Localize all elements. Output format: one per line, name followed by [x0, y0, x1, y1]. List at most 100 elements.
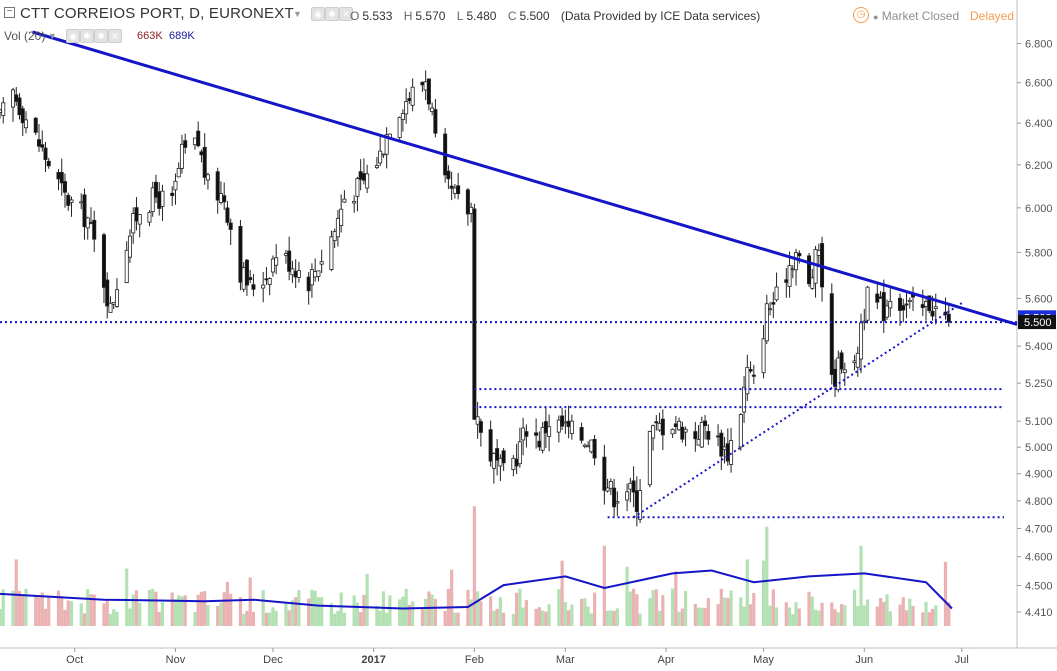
candle-body-down — [33, 117, 38, 133]
candle-body-up — [605, 487, 610, 492]
candle-body-down — [153, 181, 158, 198]
volume-bar — [398, 599, 402, 626]
candle — [654, 415, 659, 431]
eye-icon[interactable]: ◉ — [311, 7, 325, 21]
volume-bar — [92, 594, 96, 626]
candle — [579, 422, 584, 444]
volume-bar — [787, 607, 792, 626]
volume-bar — [112, 609, 116, 626]
candle — [748, 361, 753, 374]
volume-bar — [560, 560, 564, 626]
candle — [475, 401, 480, 439]
gear-icon[interactable]: ✱ — [325, 7, 339, 21]
volume-bar — [615, 608, 619, 626]
candle — [400, 109, 405, 132]
volume-bar — [589, 613, 593, 626]
candle-body-down — [46, 160, 51, 167]
price-labels: 5.5205.500 — [1018, 310, 1056, 330]
candle-body-down — [215, 171, 220, 201]
volume-bar — [375, 605, 379, 626]
volume-bar — [813, 609, 818, 626]
volume-bar — [927, 612, 931, 626]
chevron-down-icon[interactable]: ▼ — [48, 31, 57, 41]
candle-body-up — [670, 429, 675, 435]
volume-bar — [430, 594, 434, 626]
candle-body-up — [381, 153, 386, 156]
close-icon[interactable]: ✕ — [108, 29, 122, 43]
candle — [501, 448, 506, 471]
volume-bar — [180, 596, 184, 626]
candle-body-down — [566, 420, 571, 427]
volume-bar — [242, 613, 246, 626]
candle-body-up — [475, 416, 480, 425]
candle-body-down — [560, 415, 565, 427]
candle — [238, 220, 243, 291]
volume-bar — [580, 598, 584, 626]
candle — [699, 416, 704, 449]
delayed-badge[interactable]: Delayed — [970, 9, 1015, 23]
volume-bar — [60, 596, 64, 626]
collapse-icon[interactable]: − — [4, 7, 15, 18]
volume-bar — [696, 607, 701, 626]
volume-bar — [541, 610, 545, 626]
close-icon[interactable]: ✕ — [339, 7, 353, 21]
volume-bar — [628, 591, 632, 626]
volume-bar — [606, 610, 610, 626]
volume-bar — [843, 605, 847, 626]
candle — [907, 297, 912, 309]
gear-icon[interactable]: ✱ — [80, 29, 94, 43]
candle — [839, 350, 844, 374]
candle-body-up — [855, 352, 860, 368]
candle — [534, 418, 539, 449]
gear-icon[interactable]: ✱ — [94, 29, 108, 43]
candle-body-down — [901, 305, 906, 311]
candle-body-down — [543, 421, 548, 434]
candle — [261, 271, 266, 303]
price-tick-label: 5.000 — [1025, 442, 1053, 454]
eye-icon[interactable]: ◉ — [66, 29, 80, 43]
candle-body-down — [920, 304, 925, 309]
candle — [397, 116, 402, 142]
candle — [20, 105, 25, 137]
volume-bar — [839, 604, 844, 626]
candle — [17, 93, 22, 120]
candle — [738, 413, 743, 451]
candle-body-up — [329, 236, 334, 270]
volume-bar — [547, 604, 551, 626]
candle — [625, 483, 630, 512]
candle-body-up — [114, 289, 119, 307]
candle-body-up — [625, 491, 630, 501]
candle-body-up — [131, 213, 136, 234]
volume-value: 663K — [137, 30, 163, 42]
candle — [205, 172, 210, 190]
candle — [589, 439, 594, 454]
candle-body-down — [631, 480, 636, 493]
candle-body-up — [10, 89, 15, 108]
volume-bar — [177, 595, 181, 626]
volume-bar — [768, 605, 772, 626]
candle-body-up — [374, 165, 379, 169]
candle — [855, 346, 860, 377]
volume-bar — [21, 595, 25, 626]
volume-bar — [102, 603, 106, 626]
volume-bar — [229, 593, 233, 626]
candle-body-up — [722, 446, 727, 451]
volume-bar — [521, 607, 525, 626]
volume-bar — [355, 602, 360, 626]
candle — [378, 136, 383, 167]
price-tick-label: 4.410 — [1025, 607, 1053, 619]
volume-bar — [388, 595, 392, 626]
chevron-down-icon[interactable]: ▼ — [293, 9, 302, 19]
candle-body-up — [241, 267, 246, 290]
candle-body-up — [127, 235, 132, 258]
candle-body-down — [446, 170, 451, 180]
volume-bar — [469, 599, 473, 626]
candle-body-down — [693, 431, 698, 440]
volume-bar — [294, 597, 298, 626]
candle — [660, 409, 665, 451]
volume-bar — [674, 571, 678, 626]
candle-body-down — [407, 98, 412, 102]
candle-body-up — [810, 277, 815, 289]
